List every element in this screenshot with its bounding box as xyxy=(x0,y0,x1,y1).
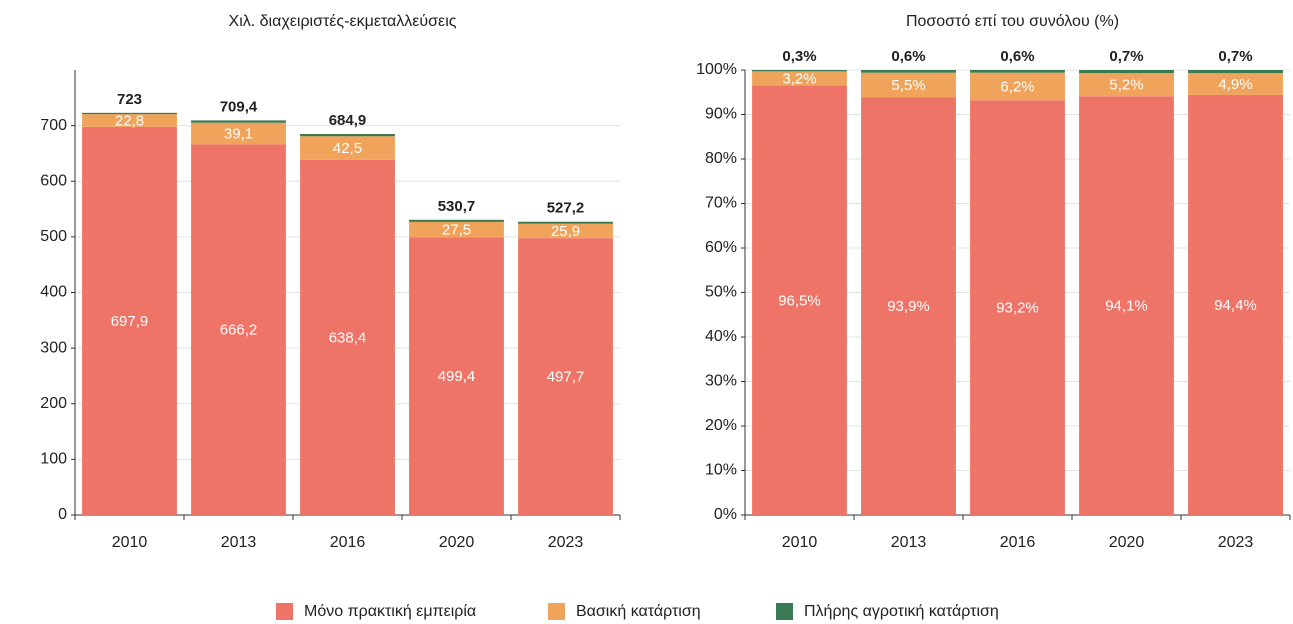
x-tick-label: 2010 xyxy=(782,534,818,551)
y-tick-label: 700 xyxy=(40,117,67,134)
x-tick-label: 2013 xyxy=(221,534,257,551)
legend-label: Μόνο πρακτική εμπειρία xyxy=(304,603,476,620)
total-label: 723 xyxy=(117,91,142,108)
total-label: 709,4 xyxy=(220,98,258,115)
bar-segment xyxy=(518,238,613,516)
data-label: 638,4 xyxy=(329,329,367,346)
x-tick-label: 2020 xyxy=(439,534,475,551)
data-label: 5,5% xyxy=(891,77,925,94)
x-tick-label: 2016 xyxy=(1000,534,1036,551)
bar-segment xyxy=(861,70,956,73)
data-label: 666,2 xyxy=(220,322,258,339)
bar-segment xyxy=(191,122,286,145)
bar-segment xyxy=(409,221,504,238)
x-tick-label: 2023 xyxy=(1218,534,1254,551)
y-tick-label: 100% xyxy=(696,61,737,78)
bar-segment xyxy=(300,134,395,137)
data-label: 0,7% xyxy=(1218,48,1252,65)
data-label: 94,1% xyxy=(1105,298,1148,315)
bar-segment xyxy=(970,72,1065,101)
data-label: 0,6% xyxy=(1000,48,1034,65)
data-label: 96,5% xyxy=(778,292,821,309)
bar-segment xyxy=(752,71,847,86)
bar-segment xyxy=(518,223,613,239)
bar-segment xyxy=(300,159,395,515)
bar-segment xyxy=(1188,73,1283,95)
data-label: 4,9% xyxy=(1218,76,1252,93)
data-label: 39,1 xyxy=(224,126,253,143)
data-label: 93,2% xyxy=(996,300,1039,317)
data-label: 94,4% xyxy=(1214,297,1257,314)
bar-segment xyxy=(1079,73,1174,97)
x-tick-label: 2020 xyxy=(1109,534,1145,551)
bar-segment xyxy=(970,100,1065,515)
legend-swatch xyxy=(548,603,565,620)
bar-segment xyxy=(1188,94,1283,516)
total-label: 527,2 xyxy=(547,200,585,217)
chart-title: Χιλ. διαχειριστές-εκμεταλλεύσεις xyxy=(229,13,457,30)
y-tick-label: 300 xyxy=(40,339,67,356)
bar-segment xyxy=(518,221,613,224)
bar-segment xyxy=(82,114,177,127)
y-tick-label: 70% xyxy=(705,195,737,212)
data-label: 5,2% xyxy=(1109,77,1143,94)
data-label: 0,3% xyxy=(782,48,816,65)
y-tick-label: 30% xyxy=(705,373,737,390)
y-tick-label: 60% xyxy=(705,239,737,256)
bar-segment xyxy=(191,120,286,123)
y-tick-label: 0% xyxy=(714,506,737,523)
legend-label: Πλήρης αγροτική κατάρτιση xyxy=(804,603,999,620)
bar-segment xyxy=(752,70,847,72)
data-label: 0,6% xyxy=(891,48,925,65)
bar-segment xyxy=(861,97,956,516)
bar-segment xyxy=(409,237,504,516)
data-label: 697,9 xyxy=(111,313,149,330)
y-tick-label: 100 xyxy=(40,451,67,468)
legend-swatch xyxy=(776,603,793,620)
bar-segment xyxy=(970,70,1065,73)
bar-segment xyxy=(1079,96,1174,515)
y-tick-label: 600 xyxy=(40,172,67,189)
total-label: 530,7 xyxy=(438,198,476,215)
bar-segment xyxy=(300,136,395,160)
y-tick-label: 10% xyxy=(705,462,737,479)
legend-label: Βασική κατάρτιση xyxy=(576,603,701,620)
bar-segment xyxy=(82,112,177,115)
data-label: 93,9% xyxy=(887,298,930,315)
y-tick-label: 0 xyxy=(58,506,67,523)
data-label: 0,7% xyxy=(1109,48,1143,65)
bar-segment xyxy=(191,144,286,515)
data-label: 497,7 xyxy=(547,369,585,386)
legend-swatch xyxy=(276,603,293,620)
bar-segment xyxy=(861,72,956,98)
y-tick-label: 500 xyxy=(40,228,67,245)
y-tick-label: 20% xyxy=(705,417,737,434)
y-tick-label: 400 xyxy=(40,284,67,301)
data-label: 6,2% xyxy=(1000,78,1034,95)
data-label: 3,2% xyxy=(782,70,816,87)
y-tick-label: 50% xyxy=(705,284,737,301)
bar-segment xyxy=(1079,70,1174,74)
bar-segment xyxy=(752,85,847,515)
data-label: 42,5 xyxy=(333,140,362,157)
x-tick-label: 2016 xyxy=(330,534,366,551)
data-label: 25,9 xyxy=(551,223,580,240)
bar-segment xyxy=(1188,70,1283,74)
y-tick-label: 40% xyxy=(705,328,737,345)
bar-segment xyxy=(409,219,504,222)
total-label: 684,9 xyxy=(329,112,367,129)
data-label: 27,5 xyxy=(442,222,471,239)
data-label: 22,8 xyxy=(115,112,144,129)
y-tick-label: 80% xyxy=(705,150,737,167)
x-tick-label: 2013 xyxy=(891,534,927,551)
chart-title: Ποσοστό επί του συνόλου (%) xyxy=(906,13,1119,30)
y-tick-label: 90% xyxy=(705,106,737,123)
x-tick-label: 2023 xyxy=(548,534,584,551)
data-label: 499,4 xyxy=(438,368,476,385)
y-tick-label: 200 xyxy=(40,395,67,412)
x-tick-label: 2010 xyxy=(112,534,148,551)
bar-segment xyxy=(82,126,177,515)
